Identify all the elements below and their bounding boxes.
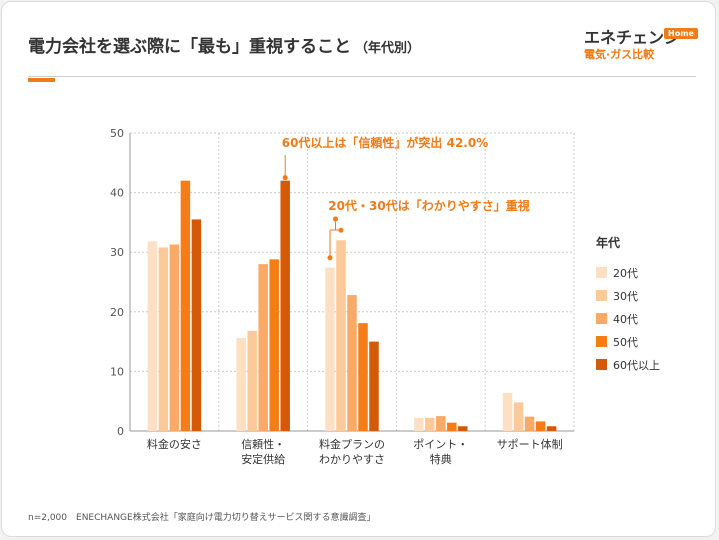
legend-swatch xyxy=(596,267,607,278)
bar xyxy=(436,416,446,431)
bar xyxy=(358,323,368,431)
x-tick-label: 料金プランの xyxy=(319,437,385,451)
y-tick-label: 50 xyxy=(110,127,124,140)
bar xyxy=(280,180,290,431)
annotation-text: 20代・30代は「わかりやすさ」重視 xyxy=(328,198,529,213)
legend-label: 30代 xyxy=(613,289,638,303)
x-tick-label: 特典 xyxy=(430,452,452,466)
legend-title: 年代 xyxy=(596,236,621,250)
x-tick-label: 信頼性・ xyxy=(241,437,285,451)
source-note: n=2,000 ENECHANGE株式会社「家庭向け電力切り替えサービス関する意… xyxy=(28,513,376,523)
bar xyxy=(336,240,346,431)
legend-swatch xyxy=(596,290,607,301)
bar xyxy=(147,241,158,431)
chart-subtitle: （年代別） xyxy=(355,41,421,56)
x-tick-label: 料金の安さ xyxy=(147,437,202,451)
legend-swatch xyxy=(596,313,607,324)
annotation-dot xyxy=(282,175,288,181)
bar xyxy=(158,247,169,431)
bar xyxy=(458,426,468,431)
bar xyxy=(369,341,379,431)
legend-swatch xyxy=(596,359,607,370)
bar xyxy=(502,392,513,431)
bar xyxy=(180,180,191,431)
legend-label: 40代 xyxy=(613,312,638,326)
bar xyxy=(269,259,279,431)
chart-title: 電力会社を選ぶ際に「最も」重視すること （年代別） xyxy=(28,32,420,57)
bar xyxy=(546,426,557,431)
y-tick-label: 30 xyxy=(110,246,124,259)
bar xyxy=(513,402,524,431)
y-tick-label: 10 xyxy=(110,365,124,378)
bar xyxy=(347,295,357,431)
bar xyxy=(169,244,180,431)
bar xyxy=(236,338,246,431)
enechange-logo: エネチェンジ Home 電気·ガス比較 xyxy=(584,24,698,64)
logo-tagline: 電気·ガス比較 xyxy=(584,48,655,61)
legend: 年代 20代 30代 40代 50代 60代以上 xyxy=(596,234,660,376)
x-tick-label: サポート体制 xyxy=(497,437,563,451)
bar xyxy=(247,330,257,431)
bar xyxy=(414,417,424,431)
legend-item: 20代 xyxy=(596,261,660,284)
bar xyxy=(447,422,457,431)
bar xyxy=(325,267,335,431)
header-accent-bar xyxy=(28,78,55,82)
bar xyxy=(535,421,546,431)
y-tick-label: 20 xyxy=(110,306,124,319)
y-tick-label: 0 xyxy=(117,425,124,438)
x-tick-label: ポイント・ xyxy=(413,438,468,451)
logo-badge: Home xyxy=(664,28,698,39)
legend-label: 50代 xyxy=(613,335,638,349)
annotation-dot xyxy=(338,227,344,233)
legend-item: 40代 xyxy=(596,307,660,330)
chart-title-text: 電力会社を選ぶ際に「最も」重視すること xyxy=(28,37,351,57)
y-tick-label: 40 xyxy=(110,187,124,200)
legend-items: 20代 30代 40代 50代 60代以上 xyxy=(596,261,660,376)
legend-swatch xyxy=(596,336,607,347)
annotation-text: 60代以上は「信頼性」が突出 42.0% xyxy=(282,135,489,150)
bar xyxy=(258,264,268,431)
x-tick-label: 安定供給 xyxy=(241,452,285,466)
bar xyxy=(191,219,202,431)
legend-item: 30代 xyxy=(596,284,660,307)
header-divider xyxy=(28,76,696,77)
legend-label: 60代以上 xyxy=(613,358,660,372)
legend-item: 50代 xyxy=(596,330,660,353)
annotation-dot xyxy=(327,255,333,261)
legend-label: 20代 xyxy=(613,266,638,280)
x-tick-label: わかりやすさ xyxy=(319,453,385,466)
legend-item: 60代以上 xyxy=(596,353,660,376)
bar xyxy=(524,416,535,431)
logo-brand: エネチェンジ xyxy=(584,28,681,47)
bar xyxy=(425,417,435,431)
